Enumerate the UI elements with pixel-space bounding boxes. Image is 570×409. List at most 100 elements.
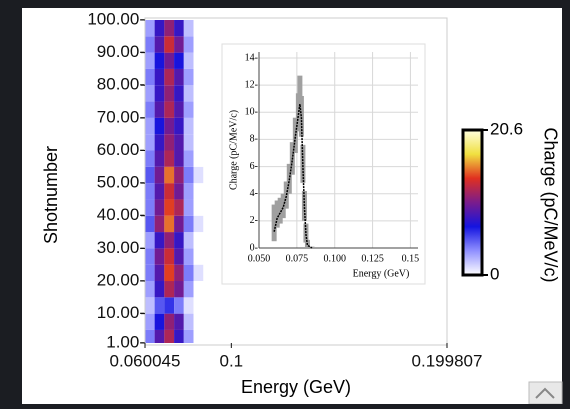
- heat-cell: [193, 281, 204, 298]
- x-tick-label: 0.060045: [110, 351, 181, 370]
- y-tick-label: 50.00-: [97, 173, 145, 192]
- heat-cell: [145, 215, 155, 233]
- heat-cell: [193, 183, 204, 200]
- x-tick-label: 0.15: [402, 253, 420, 264]
- heat-cell: [164, 150, 175, 167]
- heat-cell: [145, 68, 155, 86]
- y-tick-label: 0-: [250, 242, 258, 253]
- y-tick-label: 1.00-: [106, 332, 145, 351]
- heat-cell: [145, 117, 155, 135]
- heat-cell: [193, 68, 204, 86]
- x-tick-label: 0.100: [323, 253, 346, 264]
- heat-cell: [193, 134, 204, 151]
- heat-cell: [183, 36, 194, 53]
- heat-cell: [164, 36, 175, 53]
- heat-cell: [154, 36, 165, 53]
- y-tick-label: 40.00-: [97, 205, 145, 224]
- heat-cell: [164, 313, 175, 330]
- heat-cell: [174, 281, 184, 298]
- heat-cell: [145, 183, 155, 200]
- heat-cell: [183, 20, 194, 37]
- colorbar-tick-label: 20.6: [490, 119, 523, 138]
- heat-cell: [174, 264, 184, 282]
- heat-cell: [174, 36, 184, 53]
- heat-cell: [193, 20, 204, 37]
- heat-cell: [164, 101, 175, 118]
- y-tick-label: 100.00-: [87, 9, 145, 28]
- y-tick-label: 14-: [245, 52, 258, 63]
- heat-cell: [154, 313, 165, 330]
- heat-cell: [193, 52, 204, 69]
- heat-cell: [183, 232, 194, 249]
- heat-cell: [183, 150, 194, 167]
- heat-cell: [154, 20, 165, 37]
- heat-cell: [174, 183, 184, 200]
- heat-cell: [174, 232, 184, 249]
- heat-cell: [154, 101, 165, 118]
- heat-cell: [164, 264, 175, 282]
- x-axis-label: Energy (GeV): [241, 377, 351, 397]
- heat-cell: [164, 199, 175, 216]
- heat-cell: [174, 117, 184, 135]
- y-tick-label: 4-: [250, 188, 258, 199]
- heat-cell: [174, 52, 184, 69]
- y-tick-label: 80.00-: [97, 75, 145, 94]
- x-tick-label: 0.125: [361, 253, 384, 264]
- heat-cell: [174, 101, 184, 118]
- colorbar: [461, 128, 484, 277]
- y-tick-label: 2-: [250, 215, 258, 226]
- heat-cell: [164, 215, 175, 233]
- y-tick-label: 90.00-: [97, 42, 145, 61]
- scroll-icon[interactable]: [528, 381, 563, 405]
- y-tick-label: 10.00-: [97, 303, 145, 322]
- line: [273, 104, 313, 249]
- scroll-arrow: [535, 387, 555, 399]
- heat-cell: [154, 85, 165, 102]
- heat-cell: [193, 264, 204, 282]
- heat-cell: [164, 297, 175, 314]
- heat-cell: [174, 68, 184, 86]
- heat-cell: [183, 166, 194, 184]
- heat-cell: [154, 232, 165, 249]
- heat-cell: [174, 248, 184, 265]
- y-tick-label: 6-: [250, 161, 258, 172]
- heat-cell: [145, 313, 155, 330]
- heat-cell: [183, 297, 194, 314]
- heat-cell: [145, 264, 155, 282]
- heat-cell: [164, 281, 175, 298]
- heat-cell: [183, 101, 194, 118]
- heat-cell: [174, 313, 184, 330]
- heat-cell: [183, 329, 194, 343]
- heat-cell: [183, 199, 194, 216]
- heat-cell: [183, 85, 194, 102]
- heat-cell: [154, 248, 165, 265]
- heat-cell: [193, 297, 204, 314]
- y-axis-label: Charge (pC/MeV/c): [228, 110, 239, 190]
- heat-cell: [145, 52, 155, 69]
- heat-cell: [154, 134, 165, 151]
- heat-cell: [154, 199, 165, 216]
- heat-cell: [164, 52, 175, 69]
- y-tick-label: 30.00-: [97, 238, 145, 257]
- heat-cell: [145, 36, 155, 53]
- heat-cell: [183, 134, 194, 151]
- heat-cell: [193, 85, 204, 102]
- heat-cell: [145, 248, 155, 265]
- heat-cell: [193, 101, 204, 118]
- heat-cell: [145, 199, 155, 216]
- heat-cell: [145, 20, 155, 37]
- heat-cell: [164, 68, 175, 86]
- heat-cell: [154, 150, 165, 167]
- heat-cell: [145, 329, 155, 343]
- heat-cell: [183, 264, 194, 282]
- heat-cell: [193, 215, 204, 233]
- heat-cell: [145, 85, 155, 102]
- heat-cell: [174, 85, 184, 102]
- heat-cell: [183, 68, 194, 86]
- heat-cell: [174, 134, 184, 151]
- x-tick-label: 0.075: [286, 253, 309, 264]
- x-tick-label: 0.050: [248, 253, 271, 264]
- heat-cell: [193, 36, 204, 53]
- heat-cell: [164, 183, 175, 200]
